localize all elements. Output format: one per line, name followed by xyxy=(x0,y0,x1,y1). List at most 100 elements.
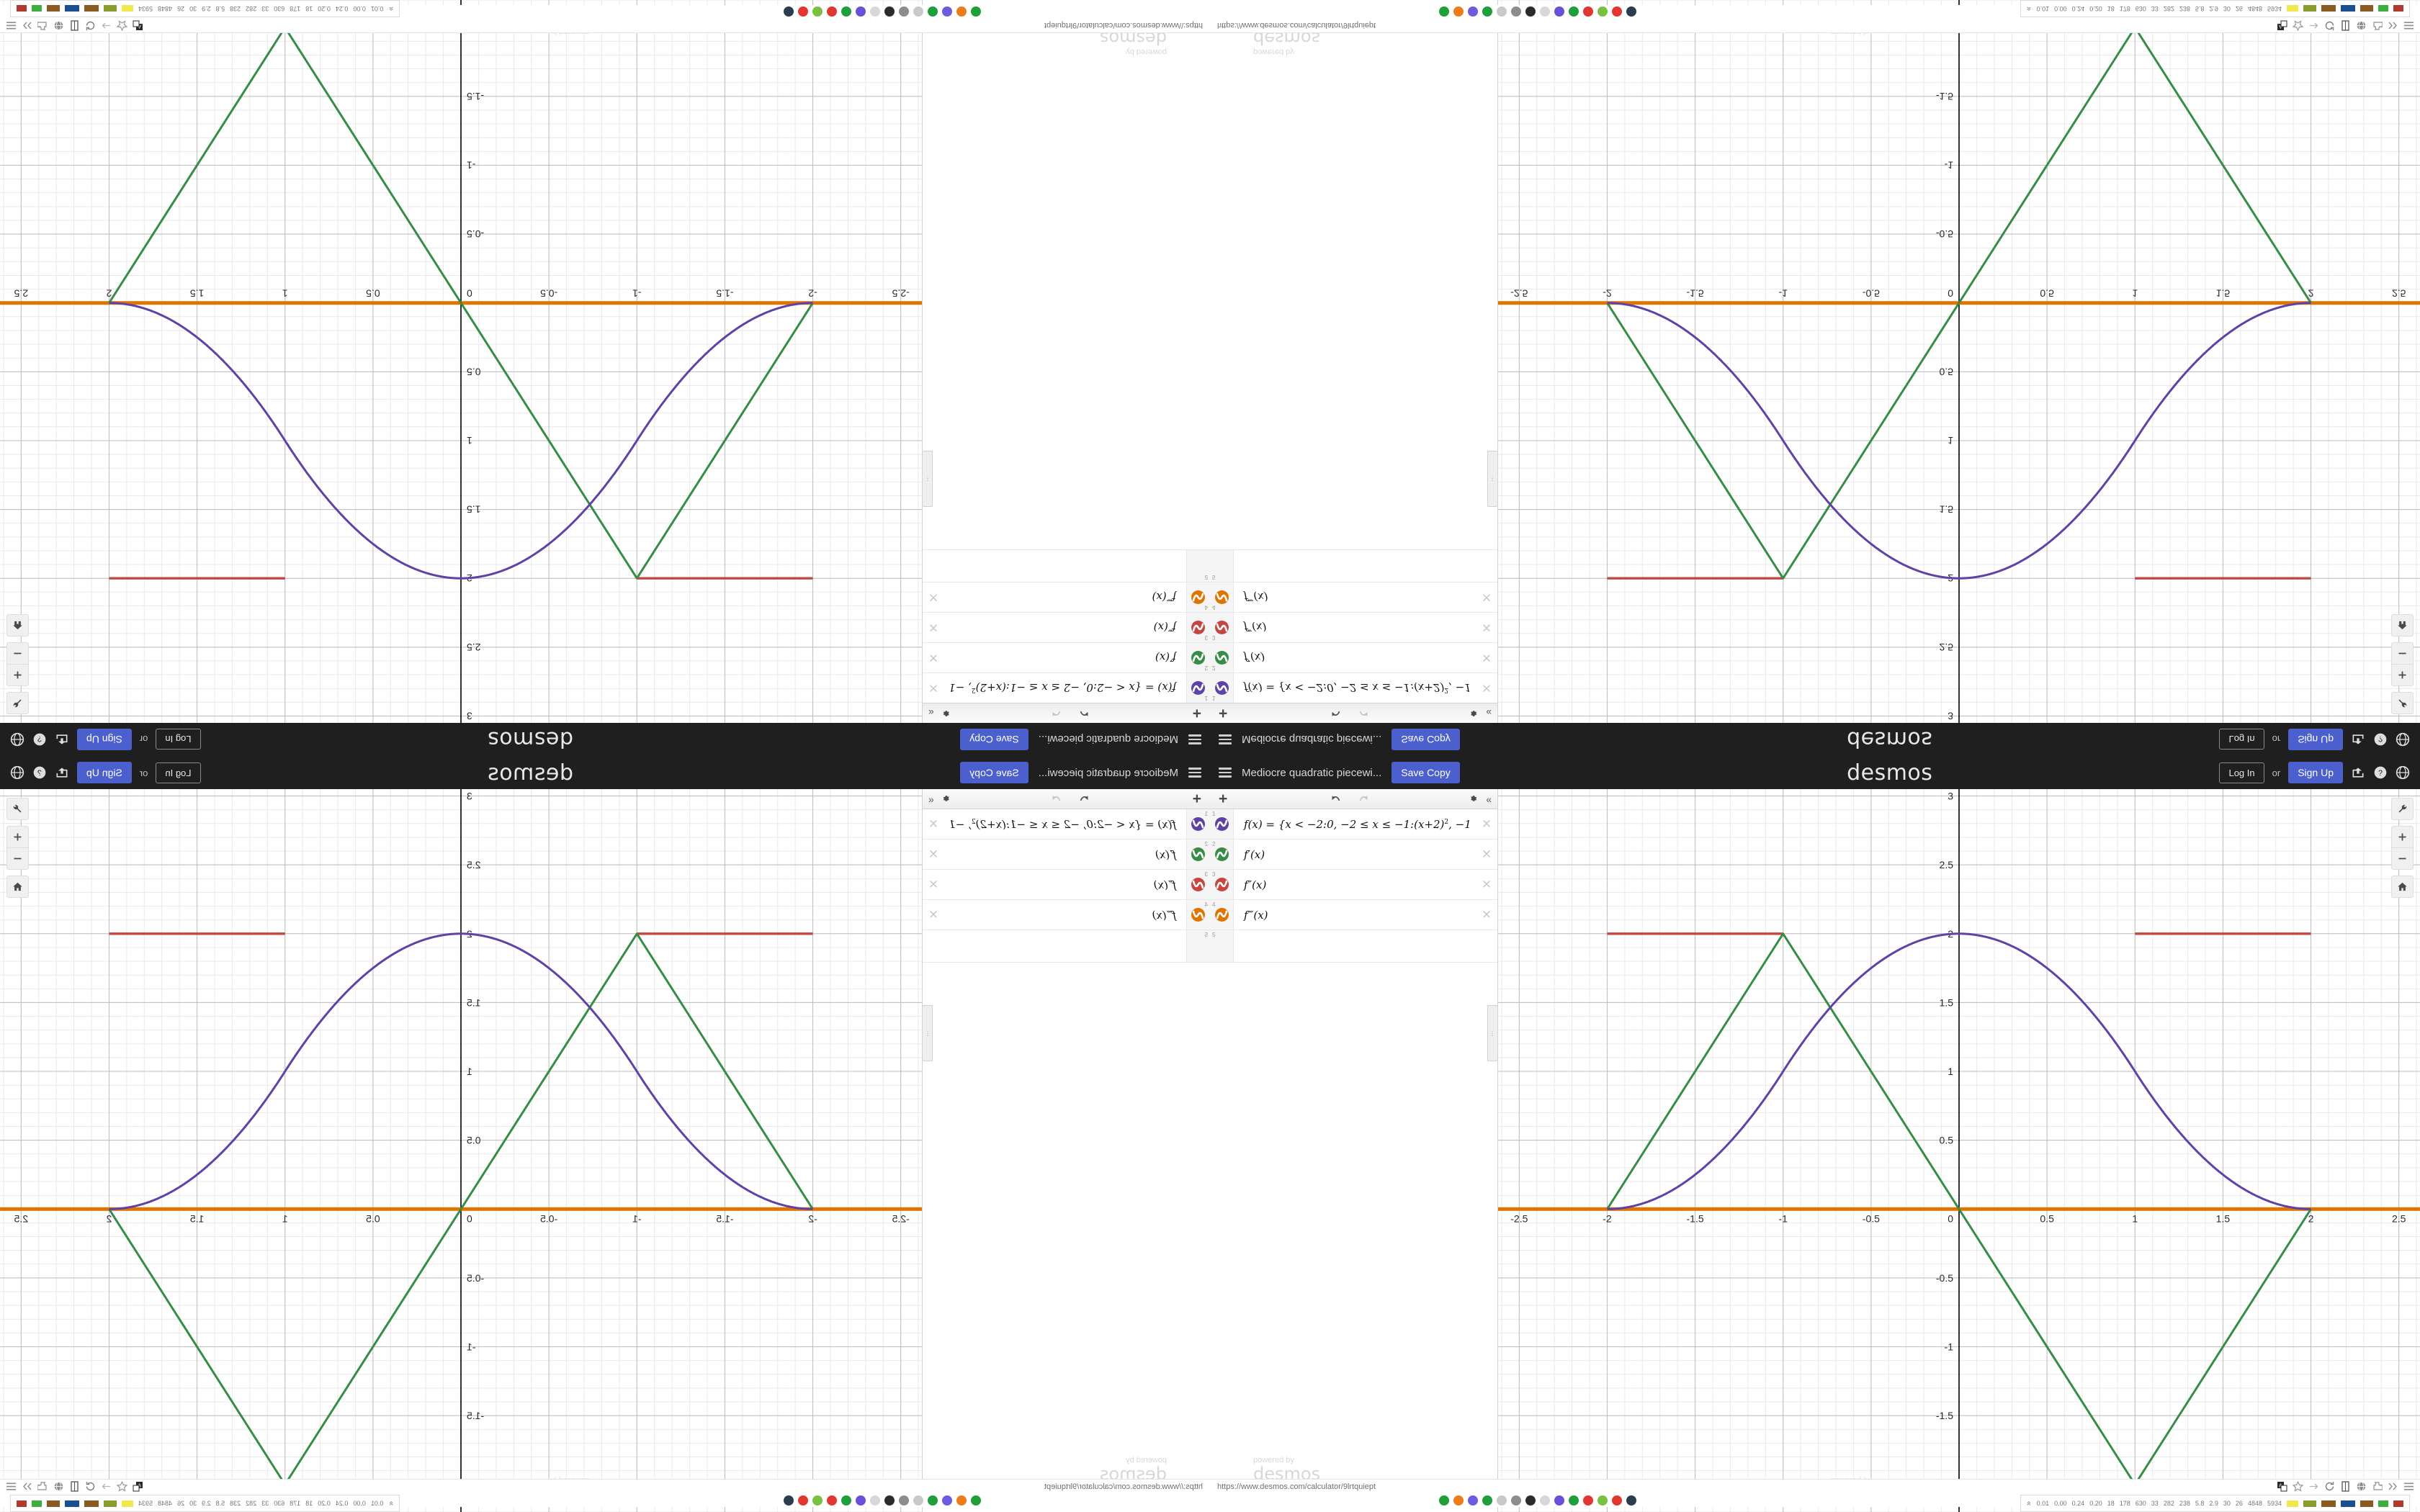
translate-icon[interactable]: A xyxy=(2277,20,2287,31)
log-in-button[interactable]: Log In xyxy=(2219,729,2264,750)
language-icon[interactable] xyxy=(2396,732,2410,747)
log-in-button[interactable]: Log In xyxy=(2219,762,2264,783)
ext-cc[interactable] xyxy=(913,1495,923,1506)
expression-row[interactable]: 4 f‴(x) ✕ xyxy=(923,900,1210,930)
expression-row[interactable]: 5 xyxy=(1210,930,1497,963)
expression-color-bullet[interactable] xyxy=(1191,590,1206,604)
add-expression-button[interactable]: + xyxy=(1192,791,1201,807)
ext-purple-vk[interactable] xyxy=(856,1495,866,1506)
expression-formula[interactable] xyxy=(1234,563,1476,569)
log-in-button[interactable]: Log In xyxy=(156,729,201,750)
expression-formula[interactable]: f(x) = {x < −2:0, −2 ≤ x ≤ −1:(x+2)2, −1… xyxy=(944,681,1176,695)
ext-green2[interactable] xyxy=(928,6,938,17)
ext-rainbow[interactable] xyxy=(1597,6,1608,17)
extension-icon[interactable] xyxy=(2372,20,2383,31)
redo-arrow-icon[interactable] xyxy=(1358,708,1370,719)
delete-expression-icon[interactable]: ✕ xyxy=(1481,907,1492,922)
menu-icon[interactable] xyxy=(6,1481,17,1492)
ext-blue-outline[interactable] xyxy=(1468,1495,1478,1506)
zoom-in-icon[interactable] xyxy=(6,826,29,848)
bookmark-star-icon[interactable] xyxy=(117,1481,127,1492)
help-icon[interactable]: ? xyxy=(32,732,47,747)
expression-formula[interactable]: f′(x) xyxy=(1244,847,1265,861)
ext-red-g[interactable] xyxy=(1583,6,1593,17)
ext-green3[interactable] xyxy=(1569,6,1579,17)
delete-expression-icon[interactable]: ✕ xyxy=(928,621,939,635)
add-expression-button[interactable]: + xyxy=(1219,705,1228,721)
undo-arrow-icon[interactable] xyxy=(1078,793,1090,804)
expression-color-bullet[interactable] xyxy=(1191,847,1206,861)
ext-orange[interactable] xyxy=(1453,1495,1464,1506)
ext-orange[interactable] xyxy=(956,6,967,17)
bookmark-star-icon[interactable] xyxy=(2293,20,2303,31)
system-monitor-expand-icon[interactable]: » xyxy=(386,1500,395,1506)
expression-row[interactable]: 5 xyxy=(923,549,1210,582)
ext-green3[interactable] xyxy=(841,1495,851,1506)
expression-row[interactable]: 5 xyxy=(923,930,1210,963)
expression-formula[interactable] xyxy=(944,943,1186,949)
forward-arrow-icon[interactable] xyxy=(101,1481,112,1492)
expression-formula[interactable]: f′(x) xyxy=(1244,651,1265,665)
expression-row[interactable]: 1 f(x) = {x < −2:0, −2 ≤ x ≤ −1:(x+2)2, −… xyxy=(1210,809,1497,840)
reload-icon[interactable] xyxy=(2324,20,2335,31)
ext-green[interactable] xyxy=(1439,1495,1449,1506)
bookmark-star-icon[interactable] xyxy=(117,20,127,31)
expression-row[interactable]: 1 f(x) = {x < −2:0, −2 ≤ x ≤ −1:(x+2)2, −… xyxy=(923,672,1210,703)
browser-status-icons[interactable]: A xyxy=(2277,1481,2420,1492)
reader-icon[interactable] xyxy=(69,20,80,31)
globe-icon[interactable] xyxy=(53,20,64,31)
collapse-panel-icon[interactable]: « xyxy=(1486,707,1492,719)
expression-color-bullet[interactable] xyxy=(1191,817,1206,831)
ext-purple-vk[interactable] xyxy=(856,6,866,17)
ext-blue-outline[interactable] xyxy=(942,6,952,17)
forward-arrow-icon[interactable] xyxy=(2308,1481,2319,1492)
help-icon[interactable]: ? xyxy=(32,765,47,780)
wrench-icon[interactable] xyxy=(2391,692,2414,714)
expression-formula[interactable]: f‴(x) xyxy=(1152,908,1176,922)
graph-plot[interactable]: -2.5-2-1.5-1-0.50.511.522.5-2-1.5-1-0.50… xyxy=(1498,0,2420,723)
expression-color-bullet[interactable] xyxy=(1214,908,1229,922)
extension-icon[interactable] xyxy=(37,1481,48,1492)
ext-amazon[interactable] xyxy=(1626,1495,1636,1506)
expression-color-bullet[interactable] xyxy=(1214,847,1229,861)
ext-amazon[interactable] xyxy=(784,1495,794,1506)
log-in-button[interactable]: Log In xyxy=(156,762,201,783)
zoom-in-icon[interactable] xyxy=(2391,826,2414,848)
expression-color-bullet[interactable] xyxy=(1214,878,1229,891)
reader-icon[interactable] xyxy=(2340,20,2351,31)
desmos-calculator-app[interactable]: Mediocre quadratic piecewi... Save Copy … xyxy=(1210,0,2420,756)
ext-red-g2[interactable] xyxy=(798,6,808,17)
expression-row[interactable]: 3 f″(x) ✕ xyxy=(923,612,1210,642)
forward-arrow-icon[interactable] xyxy=(2308,20,2319,31)
ext-archive[interactable] xyxy=(884,6,895,17)
graph-canvas[interactable]: -2.5-2-1.5-1-0.50.511.522.5-2-1.5-1-0.50… xyxy=(1498,0,2420,723)
ext-green3[interactable] xyxy=(841,6,851,17)
system-monitor-expand-icon[interactable]: » xyxy=(2025,6,2034,12)
save-copy-button[interactable]: Save Copy xyxy=(1392,729,1460,750)
graph-canvas[interactable]: -2.5-2-1.5-1-0.50.511.522.5-2-1.5-1-0.50… xyxy=(0,789,922,1512)
extension-icon[interactable] xyxy=(37,20,48,31)
panel-resize-handle[interactable]: ⋮ xyxy=(1487,1005,1498,1061)
document-title[interactable]: Mediocre quadratic piecewi... xyxy=(1038,766,1178,779)
undo-arrow-icon[interactable] xyxy=(1078,708,1090,719)
delete-expression-icon[interactable]: ✕ xyxy=(928,590,939,605)
hamburger-icon[interactable] xyxy=(1219,768,1232,778)
hamburger-icon[interactable] xyxy=(1188,734,1201,744)
expression-formula[interactable]: f(x) = {x < −2:0, −2 ≤ x ≤ −1:(x+2)2, −1… xyxy=(1244,817,1476,831)
save-copy-button[interactable]: Save Copy xyxy=(960,729,1028,750)
expression-panel[interactable]: + « 1 f(x) = {x < −2:0, −2 ≤ x ≤ −1:(x+2)… xyxy=(1210,789,1498,1512)
ext-amazon[interactable] xyxy=(1626,6,1636,17)
ext-gray[interactable] xyxy=(899,6,909,17)
hamburger-icon[interactable] xyxy=(1188,768,1201,778)
ext-cc[interactable] xyxy=(1497,1495,1507,1506)
translate-icon[interactable]: A xyxy=(133,20,143,31)
system-monitor-widget[interactable]: » 0.01 0.00 0.24 0.20 18 178 630 33 282 238 5.8 2.9 3… xyxy=(2020,0,2410,17)
expression-color-bullet[interactable] xyxy=(1191,621,1206,634)
expression-color-bullet[interactable] xyxy=(1191,878,1206,891)
ext-archive[interactable] xyxy=(1525,1495,1536,1506)
menu-icon[interactable] xyxy=(2403,20,2414,31)
expression-row[interactable]: 4 f‴(x) ✕ xyxy=(1210,900,1497,930)
expression-formula[interactable]: f′(x) xyxy=(1155,651,1176,665)
translate-icon[interactable]: A xyxy=(133,1481,143,1492)
forward-arrow-icon[interactable] xyxy=(101,20,112,31)
